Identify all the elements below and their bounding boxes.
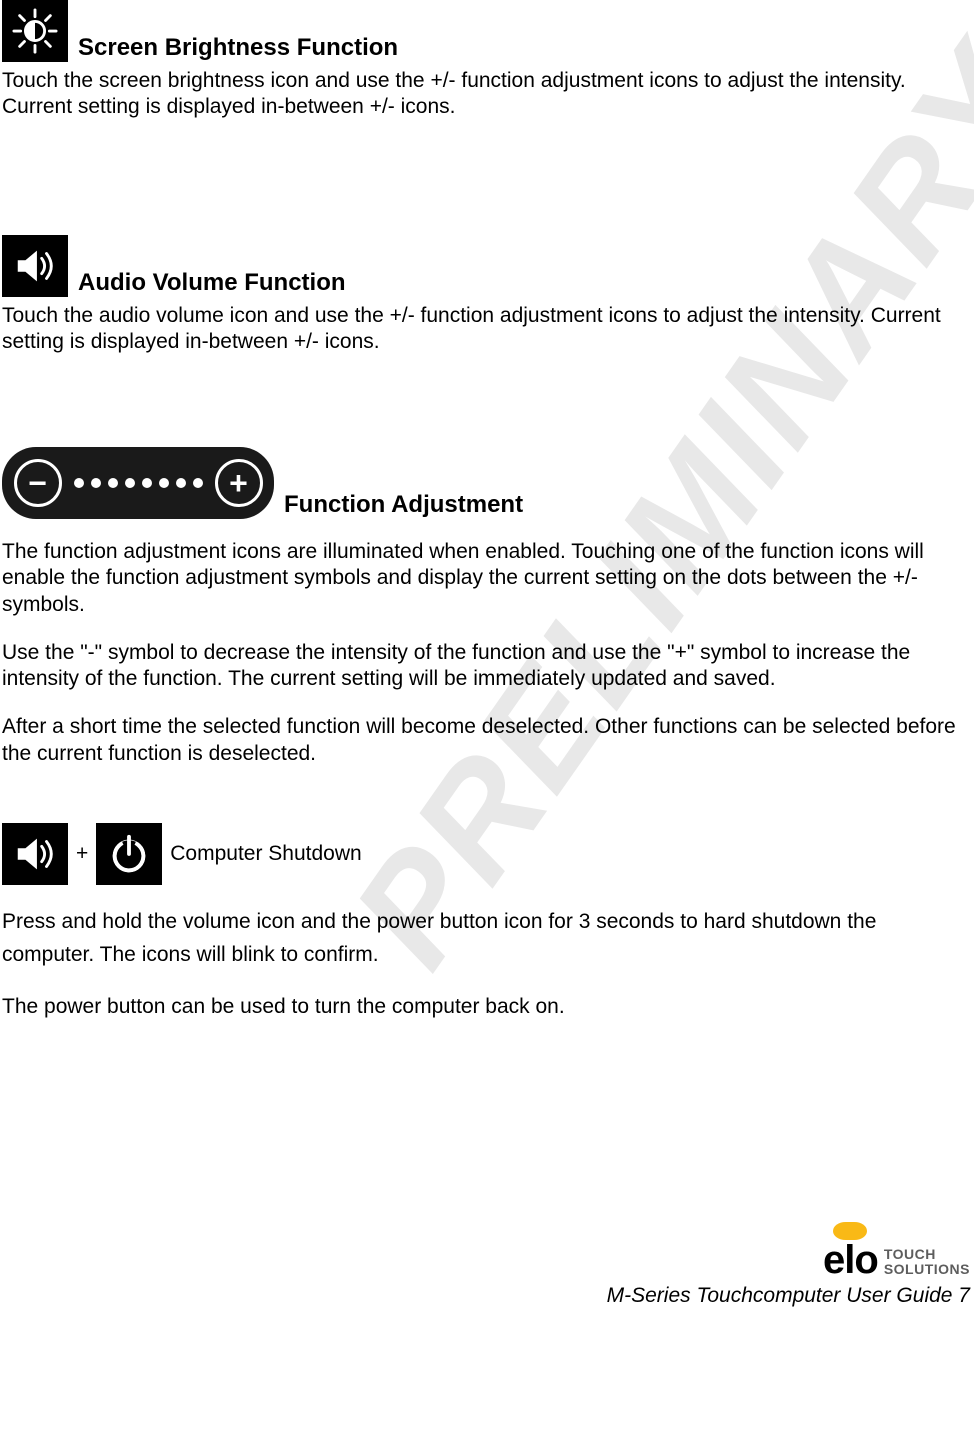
page-footer: elo TOUCH SOLUTIONS M-Series Touchcomput…: [0, 1222, 974, 1308]
adjustment-heading-row: − + Function Adjustment: [2, 447, 972, 519]
minus-button-icon: −: [14, 459, 62, 507]
brightness-heading-row: Screen Brightness Function: [2, 0, 972, 62]
adjustment-title: Function Adjustment: [284, 491, 523, 519]
logo-sub-line2: SOLUTIONS: [884, 1262, 970, 1277]
adjustment-p1: The function adjustment icons are illumi…: [2, 539, 972, 618]
volume-icon: [2, 235, 68, 297]
shutdown-title: Computer Shutdown: [170, 842, 361, 866]
adjustment-dot: [125, 478, 135, 488]
plus-separator: +: [76, 842, 88, 866]
adjustment-p3: After a short time the selected function…: [2, 714, 972, 767]
plus-button-icon: +: [215, 459, 263, 507]
volume-title: Audio Volume Function: [78, 269, 346, 297]
elo-logo-text: elo: [823, 1242, 878, 1278]
footer-page-line: M-Series Touchcomputer User Guide 7: [607, 1284, 970, 1308]
page-content: Screen Brightness Function Touch the scr…: [0, 0, 974, 1222]
adjustment-dots: [74, 478, 203, 488]
elo-logo-subtitle: TOUCH SOLUTIONS: [884, 1247, 970, 1278]
power-icon: [96, 823, 162, 885]
adjustment-dot: [108, 478, 118, 488]
adjustment-dot: [91, 478, 101, 488]
shutdown-p1: Press and hold the volume icon and the p…: [2, 905, 972, 972]
brightness-body: Touch the screen brightness icon and use…: [2, 68, 972, 121]
elo-logo: elo TOUCH SOLUTIONS: [823, 1222, 970, 1278]
adjustment-dot: [193, 478, 203, 488]
volume-body: Touch the audio volume icon and use the …: [2, 303, 972, 356]
adjustment-dot: [142, 478, 152, 488]
adjustment-dot: [159, 478, 169, 488]
function-adjustment-control: − +: [2, 447, 274, 519]
brightness-title: Screen Brightness Function: [78, 34, 398, 62]
shutdown-p2: The power button can be used to turn the…: [2, 994, 972, 1020]
brightness-icon: [2, 0, 68, 62]
volume-icon-small: [2, 823, 68, 885]
logo-sub-line1: TOUCH: [884, 1247, 970, 1262]
adjustment-p2: Use the "-" symbol to decrease the inten…: [2, 640, 972, 693]
adjustment-dot: [176, 478, 186, 488]
adjustment-dot: [74, 478, 84, 488]
volume-heading-row: Audio Volume Function: [2, 235, 972, 297]
shutdown-heading-row: + Computer Shutdown: [2, 823, 972, 885]
